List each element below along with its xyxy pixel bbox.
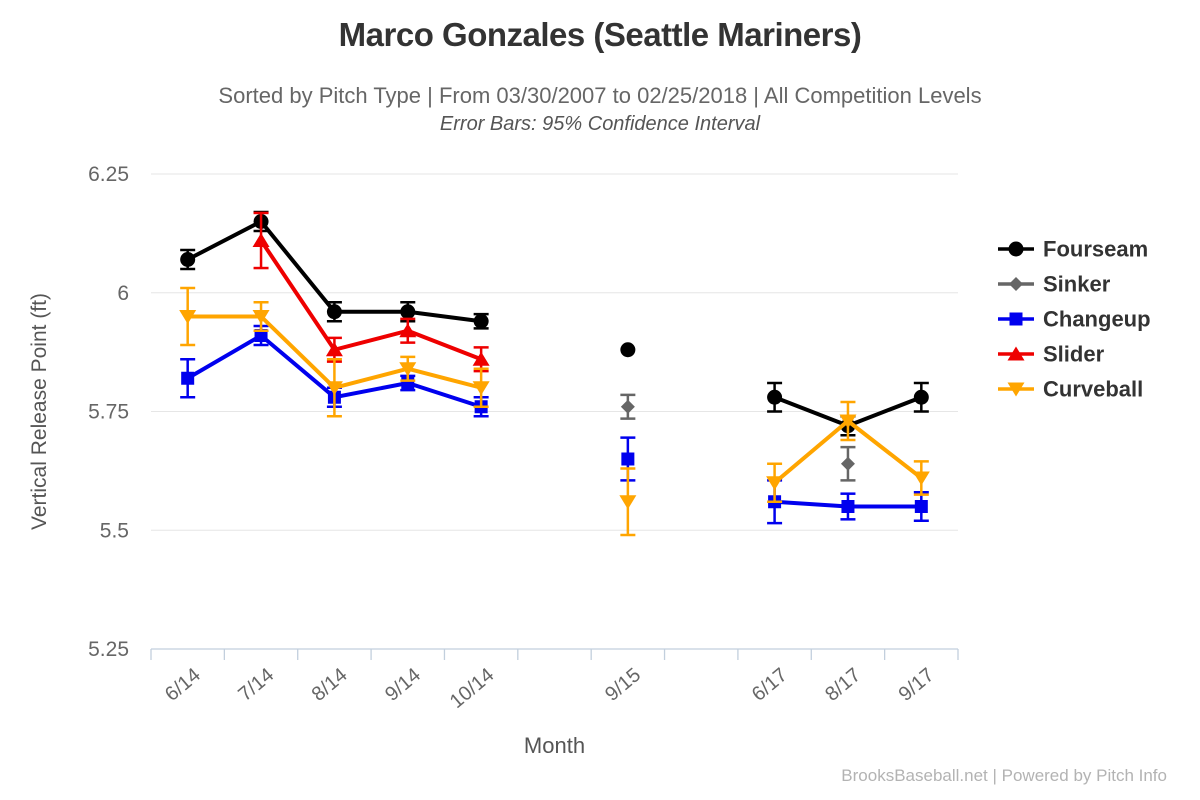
x-axis: 6/14 7/14 8/14 9/14 10/14 9/15 6/17 8/17 9/17 Mon…: [150, 648, 959, 758]
y-tick-label: 5.25: [88, 638, 129, 661]
triangle-down-marker: [839, 414, 857, 429]
triangle-down-marker: [252, 310, 270, 324]
square-marker: [914, 500, 928, 513]
x-tick-label: 6/17: [748, 664, 792, 706]
x-tick-label: 7/14: [234, 664, 278, 706]
y-tick-label: 6: [117, 282, 129, 305]
x-tick-label: 9/17: [895, 664, 939, 706]
series-sinker: [620, 393, 856, 482]
circle-marker: [1008, 241, 1024, 257]
triangle-up-marker: [252, 233, 270, 247]
diamond-marker: [620, 399, 635, 414]
page-title: Marco Gonzales (Seattle Mariners): [338, 16, 862, 53]
error-bars-note: Error Bars: 95% Confidence Interval: [439, 113, 761, 135]
triangle-down-marker: [766, 476, 784, 491]
series-line: [186, 218, 923, 428]
series-changeup: [180, 324, 929, 525]
legend-label: Curveball: [1043, 377, 1143, 402]
triangle-down-marker: [619, 495, 637, 510]
legend-item-sinker[interactable]: Sinker: [998, 272, 1111, 297]
triangle-down-marker: [325, 381, 343, 396]
circle-marker: [767, 389, 783, 405]
circle-marker: [913, 389, 929, 405]
legend-label: Slider: [1043, 342, 1105, 367]
x-tick-label: 10/14: [446, 664, 498, 713]
y-tick-label: 5.5: [100, 519, 129, 542]
attribution-text: BrooksBaseball.net | Powered by Pitch In…: [841, 766, 1167, 785]
chart-subtitle: Sorted by Pitch Type | From 03/30/2007 t…: [218, 83, 982, 108]
circle-marker: [620, 342, 636, 358]
x-tick-label: 9/15: [601, 664, 645, 706]
series-fourseam: [180, 210, 929, 437]
square-marker: [841, 500, 855, 513]
circle-marker: [180, 252, 196, 267]
x-axis-title: Month: [524, 733, 585, 758]
legend-label: Fourseam: [1043, 237, 1148, 262]
legend-item-fourseam[interactable]: Fourseam: [998, 237, 1148, 262]
circle-marker: [326, 304, 342, 320]
triangle-up-marker: [325, 342, 343, 357]
y-axis: 6.25 6 5.75 5.5 5.25 Vertical Release Point (…: [28, 163, 129, 661]
legend: Fourseam Sinker Changeup Slider Curveball: [998, 237, 1151, 402]
legend-label: Sinker: [1043, 272, 1111, 297]
x-tick-label: 6/14: [161, 664, 205, 706]
legend-label: Changeup: [1043, 307, 1151, 332]
triangle-down-marker: [472, 381, 490, 396]
legend-item-changeup[interactable]: Changeup: [998, 307, 1151, 332]
triangle-down-marker: [912, 471, 930, 486]
series-curveball: [179, 286, 930, 537]
triangle-up-marker: [399, 323, 417, 338]
x-tick-label: 8/17: [821, 664, 865, 706]
y-axis-title: Vertical Release Point (ft): [28, 293, 51, 530]
gridlines: [151, 173, 958, 531]
triangle-up-marker: [1007, 346, 1025, 361]
legend-item-curveball[interactable]: Curveball: [998, 377, 1143, 402]
x-tick-label: 9/14: [381, 664, 425, 706]
series-line: [186, 333, 922, 509]
triangle-up-marker: [472, 351, 490, 366]
square-marker: [181, 371, 195, 385]
circle-marker: [473, 313, 489, 329]
y-tick-label: 6.25: [88, 163, 129, 186]
circle-marker: [400, 304, 416, 320]
series-slider: [252, 211, 490, 373]
square-marker: [254, 329, 268, 342]
triangle-down-marker: [1007, 382, 1025, 397]
square-marker: [621, 452, 635, 466]
diamond-marker: [840, 456, 855, 471]
series-line: [259, 239, 482, 362]
triangle-down-marker: [399, 362, 417, 377]
y-tick-label: 5.75: [88, 401, 129, 424]
square-marker: [1009, 312, 1023, 326]
diamond-marker: [1009, 277, 1023, 291]
legend-item-slider[interactable]: Slider: [998, 342, 1105, 367]
series-line: [187, 314, 923, 485]
triangle-down-marker: [179, 310, 197, 324]
x-tick-label: 8/14: [308, 664, 352, 706]
